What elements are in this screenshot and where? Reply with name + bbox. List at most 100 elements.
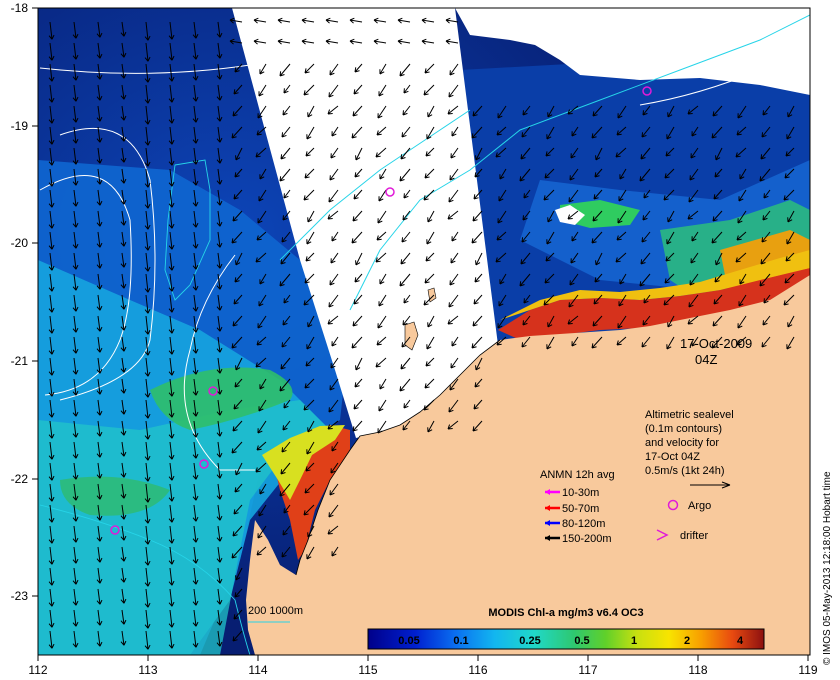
- velocity-arrow: [232, 315, 243, 327]
- velocity-arrow: [72, 357, 79, 375]
- velocity-arrow: [48, 420, 55, 439]
- velocity-arrow: [327, 315, 339, 325]
- velocity-arrow: [495, 252, 507, 263]
- velocity-arrow: [72, 210, 79, 228]
- velocity-arrow: [567, 210, 579, 220]
- velocity-arrow: [72, 420, 79, 438]
- velocity-arrow: [192, 336, 199, 354]
- colorbar-gradient: [367, 628, 765, 650]
- velocity-arrow: [568, 294, 579, 308]
- velocity-arrow: [168, 378, 175, 397]
- velocity-arrow: [96, 399, 103, 416]
- velocity-arrow: [96, 441, 103, 458]
- velocity-arrow: [377, 105, 387, 119]
- argo-float[interactable]: [385, 187, 395, 197]
- velocity-arrow: [48, 546, 55, 565]
- velocity-arrow: [96, 147, 103, 164]
- velocity-arrow: [594, 273, 603, 283]
- velocity-arrow: [280, 357, 291, 370]
- velocity-arrow: [785, 252, 795, 262]
- velocity-arrow: [96, 168, 103, 185]
- velocity-arrow: [48, 399, 55, 418]
- velocity-arrow: [739, 273, 747, 285]
- argo-float[interactable]: [110, 525, 120, 535]
- velocity-arrow: [96, 630, 103, 647]
- velocity-arrow: [96, 189, 103, 206]
- velocity-arrow: [168, 336, 175, 355]
- argo-float[interactable]: [208, 386, 218, 396]
- velocity-arrow: [522, 105, 531, 116]
- velocity-arrow: [48, 462, 55, 481]
- velocity-arrow: [353, 399, 363, 410]
- velocity-arrow: [48, 168, 55, 187]
- velocity-arrow: [377, 420, 387, 434]
- velocity-arrow: [253, 38, 267, 45]
- velocity-arrow: [425, 252, 435, 262]
- velocity-arrow: [711, 126, 723, 139]
- velocity-arrow: [280, 252, 291, 265]
- velocity-arrow: [96, 609, 103, 626]
- velocity-arrow: [120, 168, 127, 184]
- velocity-arrow: [258, 399, 267, 412]
- velocity-arrow: [640, 147, 651, 160]
- velocity-arrow: [447, 105, 459, 115]
- velocity-arrow: [168, 42, 175, 61]
- velocity-arrow: [96, 483, 103, 500]
- velocity-arrow: [305, 462, 315, 472]
- velocity-arrow: [306, 126, 315, 140]
- argo-float[interactable]: [642, 86, 652, 96]
- bathy-shelf: [39, 504, 251, 655]
- velocity-arrow: [168, 294, 175, 313]
- velocity-arrow: [168, 273, 175, 292]
- velocity-arrow: [325, 38, 339, 45]
- velocity-arrow: [234, 63, 243, 73]
- velocity-arrow: [307, 105, 315, 118]
- velocity-arrow: [257, 315, 267, 329]
- velocity-arrow: [736, 336, 747, 346]
- velocity-arrow: [96, 315, 103, 332]
- lon-tick-label: 117: [578, 663, 597, 677]
- velocity-arrow: [376, 336, 387, 346]
- velocity-arrow: [451, 231, 459, 242]
- velocity-arrow: [235, 252, 243, 266]
- velocity-arrow: [307, 420, 315, 433]
- velocity-arrow: [450, 147, 459, 159]
- argo-float[interactable]: [199, 459, 209, 469]
- map-plot-area: [38, 8, 810, 655]
- velocity-arrow: [642, 105, 651, 116]
- velocity-arrow: [120, 126, 127, 142]
- velocity-arrow: [120, 210, 127, 226]
- velocity-arrow: [569, 168, 579, 181]
- velocity-arrow: [216, 441, 223, 458]
- velocity-arrow: [643, 294, 651, 304]
- velocity-arrow: [427, 315, 435, 328]
- coastal-yellow-west: [262, 425, 345, 500]
- velocity-arrow: [72, 84, 79, 102]
- velocity-arrow: [736, 231, 747, 241]
- velocity-arrow: [304, 378, 315, 389]
- velocity-arrow: [120, 588, 127, 604]
- velocity-arrow: [373, 38, 387, 45]
- velocity-arrow: [569, 273, 579, 286]
- velocity-arrow: [282, 525, 291, 536]
- velocity-arrow: [283, 504, 291, 514]
- velocity-arrow: [714, 273, 723, 283]
- velocity-arrow: [216, 357, 223, 374]
- colorbar-title: MODIS Chl-a mg/m3 v6.4 OC3: [488, 607, 643, 619]
- velocity-arrow: [521, 126, 531, 138]
- velocity-arrow: [303, 399, 315, 411]
- velocity-arrow: [48, 336, 55, 355]
- velocity-arrow: [216, 420, 223, 437]
- velocity-arrow: [737, 105, 747, 119]
- velocity-arrow: [72, 42, 79, 60]
- velocity-arrow: [421, 38, 435, 45]
- velocity-arrow: [450, 357, 459, 369]
- velocity-arrow: [474, 273, 483, 283]
- velocity-arrow: [259, 273, 267, 285]
- velocity-arrow: [259, 378, 267, 390]
- velocity-arrow: [522, 315, 531, 326]
- velocity-arrow: [379, 168, 387, 180]
- lon-tick-label: 113: [138, 663, 157, 677]
- colorbar-tick-label: 0.5: [574, 635, 589, 647]
